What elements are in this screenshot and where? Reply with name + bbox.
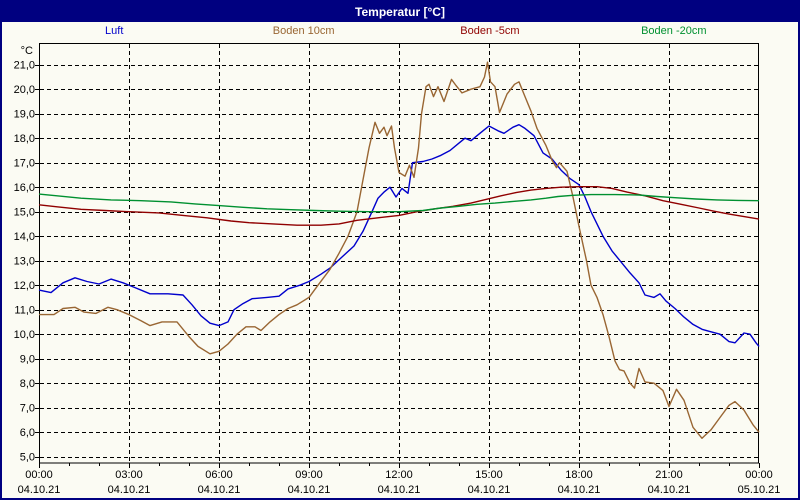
y-tick-label: 18,0 <box>14 133 35 145</box>
y-tick-label: 20,0 <box>14 84 35 96</box>
y-tick-label: 15,0 <box>14 207 35 219</box>
series-line-boden-20cm <box>38 193 760 213</box>
x-tick-date-label: 04.10.21 <box>468 484 511 496</box>
y-tick-label: 10,0 <box>14 329 35 341</box>
y-axis-labels: °C 21,0 20,0 19,0 18,0 17,0 16,0 15,0 14,0 13,0 12… <box>14 45 35 464</box>
x-tick-time-label: 12:00 <box>385 469 413 481</box>
x-tick-date-label: 04.10.21 <box>288 484 331 496</box>
x-tick-time-label: 15:00 <box>475 469 503 481</box>
gridlines <box>40 44 758 462</box>
temperature-chart: °C 21,0 20,0 19,0 18,0 17,0 16,0 15,0 14,0 13,0 12… <box>2 43 798 498</box>
x-tick-time-label: 06:00 <box>205 469 233 481</box>
y-tick-label: 14,0 <box>14 231 35 243</box>
y-tick-label: 6,0 <box>20 427 35 439</box>
y-tick-label: 9,0 <box>20 354 35 366</box>
title-bar: Temperatur [°C] <box>2 2 798 22</box>
axis-ticks <box>35 65 760 468</box>
y-tick-label: 5,0 <box>20 452 35 464</box>
x-tick-date-label: 04.10.21 <box>558 484 601 496</box>
y-tick-label: 11,0 <box>14 305 35 317</box>
legend-item-boden-10cm: Boden 10cm <box>272 25 335 37</box>
y-tick-label: 19,0 <box>14 109 35 121</box>
series-line-boden-10cm <box>39 61 760 439</box>
x-tick-date-label: 04.10.21 <box>378 484 421 496</box>
x-tick-time-label: 09:00 <box>295 469 323 481</box>
legend: Luft Boden 10cm Boden -5cm Boden -20cm <box>2 23 798 40</box>
x-tick-time-label: 03:00 <box>115 469 143 481</box>
x-tick-time-label: 18:00 <box>565 469 593 481</box>
y-tick-label: 16,0 <box>14 182 35 194</box>
x-tick-date-label: 04.10.21 <box>198 484 241 496</box>
y-axis-unit-label: °C <box>21 45 33 57</box>
x-tick-date-label: 04.10.21 <box>108 484 151 496</box>
series-line-luft <box>38 123 760 347</box>
x-axis-labels: 00:00 04.10.21 03:00 04.10.21 06:00 04.10.21 0… <box>18 469 781 496</box>
legend-item-luft: Luft <box>105 25 124 37</box>
legend-item-boden-20cm: Boden -20cm <box>641 25 707 37</box>
x-tick-date-label: 04.10.21 <box>648 484 691 496</box>
y-tick-label: 12,0 <box>14 280 35 292</box>
y-tick-label: 17,0 <box>14 158 35 170</box>
y-tick-label: 7,0 <box>20 403 35 415</box>
plot-border <box>39 43 759 464</box>
x-tick-time-label: 21:00 <box>655 469 683 481</box>
x-tick-time-label: 00:00 <box>745 469 773 481</box>
page-title: Temperatur [°C] <box>355 5 445 19</box>
chart-canvas: °C 21,0 20,0 19,0 18,0 17,0 16,0 15,0 14,0 13,0 12… <box>14 43 781 496</box>
x-tick-time-label: 00:00 <box>25 469 53 481</box>
x-tick-date-label: 04.10.21 <box>18 484 61 496</box>
legend-item-boden-5cm: Boden -5cm <box>460 25 520 37</box>
x-tick-date-label: 05.10.21 <box>738 484 781 496</box>
y-tick-label: 13,0 <box>14 256 35 268</box>
y-tick-label: 21,0 <box>14 60 35 72</box>
y-tick-label: 8,0 <box>20 378 35 390</box>
